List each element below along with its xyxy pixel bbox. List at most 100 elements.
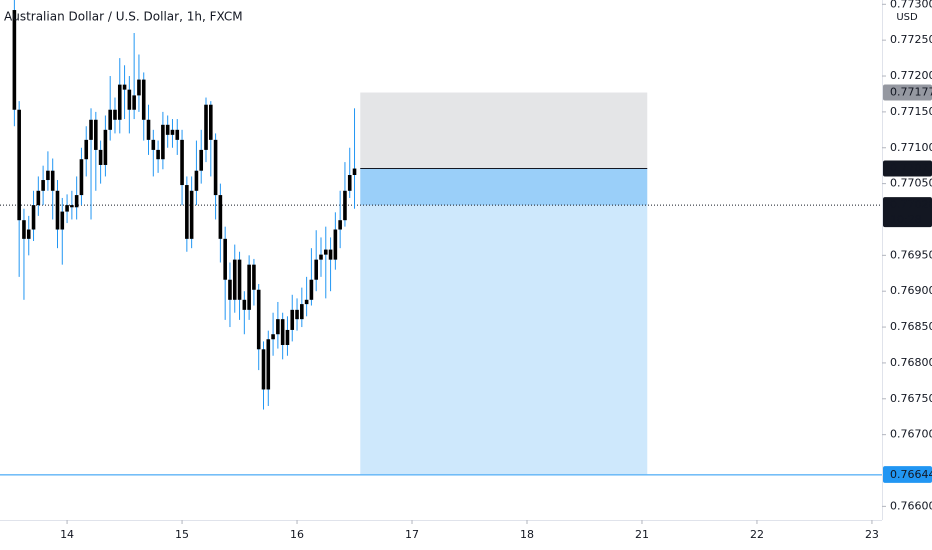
candle-body bbox=[300, 304, 304, 320]
y-tick-label: 0.76800 bbox=[890, 356, 932, 369]
candle bbox=[223, 226, 227, 320]
candle-body bbox=[333, 229, 338, 260]
candle-body bbox=[117, 84, 122, 120]
candle bbox=[189, 176, 194, 249]
candle bbox=[146, 104, 151, 155]
candle-body bbox=[170, 129, 175, 135]
candle-body bbox=[156, 149, 160, 160]
candle bbox=[185, 176, 189, 252]
x-tick-label: 22 bbox=[750, 528, 764, 541]
y-tick-label: 0.77250 bbox=[890, 33, 932, 46]
x-tick-label: 18 bbox=[520, 528, 534, 541]
candle-body bbox=[285, 329, 290, 345]
candle bbox=[165, 115, 170, 148]
candle bbox=[228, 262, 232, 328]
candle-body bbox=[55, 190, 60, 230]
candle-body bbox=[141, 79, 146, 120]
candle-body bbox=[132, 95, 136, 110]
candle bbox=[232, 244, 237, 313]
candle-body bbox=[309, 279, 314, 300]
candle-body bbox=[17, 109, 21, 221]
candle bbox=[208, 101, 213, 177]
candle-body bbox=[165, 124, 170, 135]
entry-price-label: 0.77071 bbox=[890, 162, 932, 175]
candle-body bbox=[146, 119, 151, 140]
candle bbox=[12, 0, 17, 127]
candle bbox=[103, 115, 108, 177]
candle bbox=[280, 312, 285, 360]
last-price-box bbox=[883, 197, 932, 228]
candle bbox=[22, 208, 26, 300]
candle bbox=[141, 72, 146, 141]
candle bbox=[218, 183, 223, 263]
y-tick-label: 0.76600 bbox=[890, 499, 932, 512]
candle bbox=[132, 32, 136, 120]
candle-body bbox=[70, 205, 74, 208]
candle bbox=[343, 162, 347, 227]
candle bbox=[151, 129, 156, 177]
chart-title: Australian Dollar / U.S. Dollar, 1h, FXC… bbox=[4, 10, 243, 24]
y-tick-label: 0.76850 bbox=[890, 320, 932, 333]
candle-body bbox=[242, 299, 247, 310]
candle-body bbox=[247, 264, 251, 310]
candle-body bbox=[343, 190, 347, 221]
countdown-label: 10:28 bbox=[890, 213, 922, 226]
candle-body bbox=[338, 220, 342, 230]
candle bbox=[295, 298, 299, 331]
candle-body bbox=[185, 185, 189, 239]
candle-body bbox=[271, 334, 275, 340]
candle-body bbox=[213, 139, 218, 196]
candle-body bbox=[223, 238, 227, 280]
candle-body bbox=[199, 149, 204, 171]
candle-body bbox=[113, 109, 117, 120]
y-tick-label: 0.77300 bbox=[890, 0, 932, 10]
candle-body bbox=[161, 124, 165, 160]
candle-body bbox=[79, 159, 84, 196]
candle-body bbox=[252, 264, 256, 290]
candle bbox=[46, 151, 50, 191]
candle-body bbox=[208, 104, 213, 140]
candle-body bbox=[261, 349, 266, 390]
line-price-box bbox=[883, 466, 932, 483]
line-price-label: 0.76644 bbox=[890, 468, 932, 481]
candle bbox=[122, 65, 127, 120]
candle bbox=[261, 341, 266, 410]
candle bbox=[285, 316, 290, 356]
x-tick-label: 17 bbox=[405, 528, 419, 541]
candle-body bbox=[218, 195, 223, 239]
candle-body bbox=[280, 319, 285, 345]
candle-body bbox=[94, 119, 98, 150]
candle bbox=[199, 129, 204, 184]
y-tick-label: 0.76700 bbox=[890, 428, 932, 441]
candle bbox=[252, 258, 256, 306]
candle bbox=[175, 119, 180, 155]
candle bbox=[314, 230, 318, 292]
currency-label[interactable]: USD bbox=[896, 12, 918, 23]
candle bbox=[309, 248, 314, 306]
candle-body bbox=[60, 211, 65, 230]
candle bbox=[108, 76, 112, 141]
candle-body bbox=[12, 10, 17, 110]
y-tick-label: 0.77200 bbox=[890, 69, 932, 82]
candle bbox=[137, 54, 141, 112]
candle bbox=[74, 176, 79, 220]
price-axis: 0.77300 0.77250 0.77200 0.77150 0.77100 0.770… bbox=[882, 0, 932, 512]
candle-body bbox=[290, 309, 295, 330]
candle bbox=[338, 190, 342, 249]
candle bbox=[26, 215, 31, 256]
candle-body bbox=[122, 84, 127, 90]
candle bbox=[70, 190, 74, 220]
candle-body bbox=[151, 139, 156, 150]
last-price-label: 0.77020 bbox=[890, 198, 932, 211]
candle bbox=[352, 108, 357, 209]
candle bbox=[242, 291, 247, 335]
candle-body bbox=[50, 170, 55, 191]
candle-body bbox=[266, 339, 271, 390]
candle-body bbox=[26, 229, 31, 239]
candle bbox=[213, 133, 218, 220]
candle-body bbox=[103, 129, 108, 165]
candle-body bbox=[127, 89, 132, 110]
x-tick-label: 15 bbox=[175, 528, 189, 541]
candle bbox=[60, 197, 65, 265]
y-tick-label: 0.76900 bbox=[890, 284, 932, 297]
